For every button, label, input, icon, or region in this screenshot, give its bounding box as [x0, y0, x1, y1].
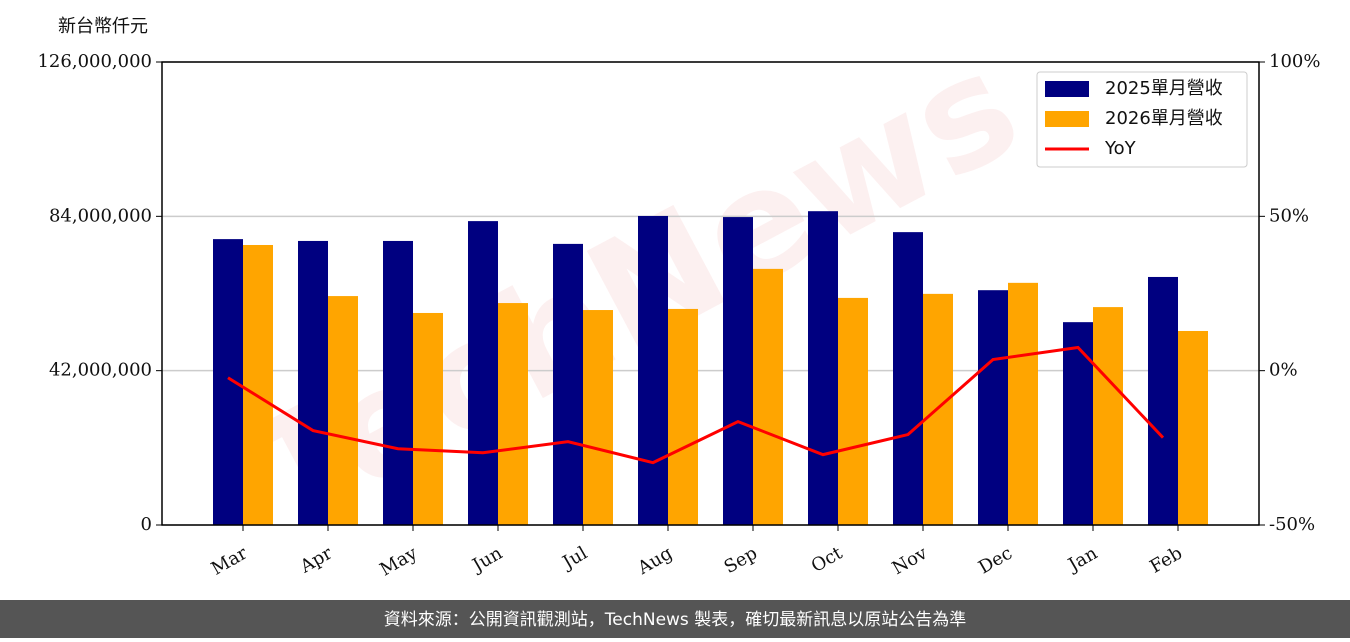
- footer: 資料來源：公開資訊觀測站，TechNews 製表，確切最新訊息以原站公告為準: [384, 610, 966, 630]
- x-tick-label: Dec: [975, 543, 1016, 579]
- bar: [1063, 322, 1093, 525]
- x-tick-label: Jan: [1063, 542, 1101, 576]
- bar: [243, 244, 273, 525]
- bar: [893, 232, 923, 525]
- x-tick-label: Jul: [557, 543, 591, 575]
- bar: [978, 290, 1008, 525]
- yoy-line: [227, 345, 1165, 465]
- plot-frame: [161, 61, 1260, 526]
- y-tick-label: 84,000,000: [49, 205, 152, 226]
- bar: [1093, 307, 1123, 525]
- bar: [1008, 282, 1038, 525]
- unit-label: 新台幣仟元: [58, 16, 148, 37]
- bar: [583, 310, 613, 525]
- y2-tick-label: 50%: [1269, 205, 1309, 226]
- bar: [1178, 330, 1208, 525]
- bar: [328, 296, 358, 525]
- bar: [213, 239, 243, 525]
- bar: [1148, 276, 1178, 525]
- x-tick-label: May: [376, 542, 421, 580]
- bar: [808, 211, 838, 525]
- x-tick-label: Mar: [208, 542, 252, 579]
- bar: [498, 303, 528, 525]
- bar: [668, 308, 698, 525]
- bar: [553, 243, 583, 525]
- bar: [383, 240, 413, 525]
- x-tick-label: Jun: [467, 542, 506, 577]
- bar: [638, 215, 668, 525]
- bar: [838, 297, 868, 525]
- legend-label: 2025單月營收: [1105, 78, 1223, 99]
- bar: [413, 312, 443, 525]
- legend-box: [1036, 71, 1248, 168]
- legend-label: 2026單月營收: [1105, 108, 1223, 129]
- x-tick-label: Aug: [633, 543, 676, 580]
- legend-swatch: [1045, 81, 1089, 97]
- x-tick-label: Oct: [808, 542, 847, 577]
- legend-label: YoY: [1104, 138, 1137, 159]
- y-tick-label: 42,000,000: [49, 360, 152, 381]
- bar: [468, 221, 498, 525]
- y-tick-label: 126,000,000: [37, 51, 152, 72]
- y2-tick-label: -50%: [1269, 514, 1315, 535]
- y2-tick-label: 0%: [1269, 360, 1298, 381]
- y2-tick-label: 100%: [1269, 51, 1320, 72]
- y-tick-label: 0: [141, 514, 152, 535]
- x-tick-label: Sep: [721, 543, 761, 578]
- bar: [723, 217, 753, 526]
- bar: [298, 240, 328, 525]
- footer-bar: [0, 600, 1350, 638]
- x-tick-label: Nov: [889, 542, 932, 579]
- x-tick-label: Feb: [1146, 543, 1186, 578]
- bar: [753, 268, 783, 525]
- legend-swatch: [1045, 111, 1089, 127]
